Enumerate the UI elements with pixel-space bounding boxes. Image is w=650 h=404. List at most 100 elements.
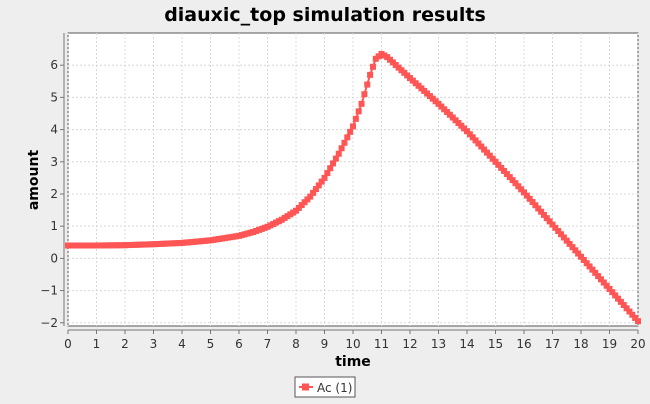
series-point xyxy=(364,81,371,88)
series-point xyxy=(589,266,596,273)
legend-box xyxy=(294,376,356,398)
y-tick-label: 0 xyxy=(50,251,58,265)
series-point xyxy=(606,285,613,292)
y-tick-label: 4 xyxy=(50,123,58,137)
series-point xyxy=(595,273,602,280)
y-axis-label: amount xyxy=(26,150,42,211)
series-point xyxy=(369,63,376,70)
x-tick-label: 13 xyxy=(431,337,446,351)
series-point xyxy=(495,161,502,168)
series-point xyxy=(566,240,573,247)
x-tick-label: 6 xyxy=(235,337,243,351)
series-point xyxy=(469,134,476,141)
series-point xyxy=(521,189,527,196)
x-tick-label: 17 xyxy=(545,337,560,351)
series-point xyxy=(512,180,519,187)
series-point xyxy=(318,178,325,185)
legend: Ac (1) xyxy=(294,376,356,398)
x-tick-label: 19 xyxy=(602,337,617,351)
series-point xyxy=(558,231,565,238)
x-tick-label: 4 xyxy=(178,337,186,351)
series-point xyxy=(623,305,630,312)
series-point xyxy=(563,237,570,244)
series-point xyxy=(535,205,542,212)
series-point xyxy=(498,164,505,171)
series-point xyxy=(478,143,485,150)
series-point xyxy=(335,150,342,157)
series-point xyxy=(515,183,522,190)
x-tick-label: 20 xyxy=(630,337,645,351)
series-point xyxy=(592,269,599,276)
series-point xyxy=(472,137,479,144)
series-point xyxy=(327,165,334,172)
series-point xyxy=(486,152,493,159)
series-point xyxy=(481,146,488,153)
series-point xyxy=(501,167,508,174)
series-point xyxy=(358,100,365,107)
series-point xyxy=(615,295,622,302)
series-point xyxy=(332,155,339,162)
grid-layer xyxy=(67,33,639,326)
x-tick-label: 8 xyxy=(292,337,300,351)
series-point xyxy=(529,199,536,206)
series-point xyxy=(586,263,593,270)
x-tick-label: 14 xyxy=(459,337,474,351)
x-tick-label: 9 xyxy=(321,337,329,351)
series-point xyxy=(583,260,590,267)
x-tick-label: 15 xyxy=(488,337,503,351)
series-point xyxy=(509,177,516,184)
series-point xyxy=(532,202,539,209)
series-point xyxy=(312,186,319,193)
x-tick-label: 18 xyxy=(573,337,588,351)
series-point xyxy=(540,211,547,218)
x-tick-label: 2 xyxy=(121,337,129,351)
series-point xyxy=(629,311,636,318)
series-point xyxy=(492,158,499,165)
series-point xyxy=(635,318,641,325)
series-point xyxy=(597,276,604,283)
series-point xyxy=(489,155,496,162)
series-point xyxy=(321,174,328,181)
x-tick-label: 5 xyxy=(207,337,215,351)
series-point xyxy=(464,128,470,135)
series-point xyxy=(350,123,356,130)
series-point xyxy=(523,192,530,199)
series-point xyxy=(338,145,345,152)
series-point xyxy=(344,134,351,141)
series-point xyxy=(617,298,624,305)
series-point xyxy=(549,221,556,228)
x-tick-label: 3 xyxy=(150,337,158,351)
series-point xyxy=(626,308,633,315)
legend-label: Ac (1) xyxy=(317,381,352,395)
series-point xyxy=(475,140,482,147)
x-tick-label: 16 xyxy=(516,337,531,351)
series-point xyxy=(620,302,627,309)
x-tick-label: 7 xyxy=(264,337,272,351)
y-tick-label: 1 xyxy=(50,219,58,233)
series-point xyxy=(555,228,562,235)
series-point xyxy=(603,282,610,289)
x-axis-label: time xyxy=(335,354,371,370)
series-point xyxy=(315,182,322,189)
x-tick-label: 0 xyxy=(64,337,72,351)
series-point xyxy=(609,289,616,296)
series-point xyxy=(355,108,362,115)
series-point xyxy=(324,170,331,177)
series-point xyxy=(526,195,533,202)
series-point xyxy=(361,91,368,98)
series-point xyxy=(543,215,550,222)
series-point xyxy=(580,256,587,263)
y-tick-label: 3 xyxy=(50,155,58,169)
y-tick-label: 5 xyxy=(50,90,58,104)
series-point xyxy=(310,189,317,196)
series-point xyxy=(506,174,513,181)
series-point xyxy=(330,160,337,167)
series-point xyxy=(538,208,545,215)
series-point xyxy=(546,218,553,225)
chart-title: diauxic_top simulation results xyxy=(164,4,486,26)
series-point xyxy=(552,224,559,231)
y-tick-label: −1 xyxy=(40,284,58,298)
series-point xyxy=(347,128,354,135)
axis-layer: 0 1 2 3 4 5 6 7 8 9 10 11 12 13 14 15 16 17 18 19 20−2−10123… xyxy=(40,33,646,351)
